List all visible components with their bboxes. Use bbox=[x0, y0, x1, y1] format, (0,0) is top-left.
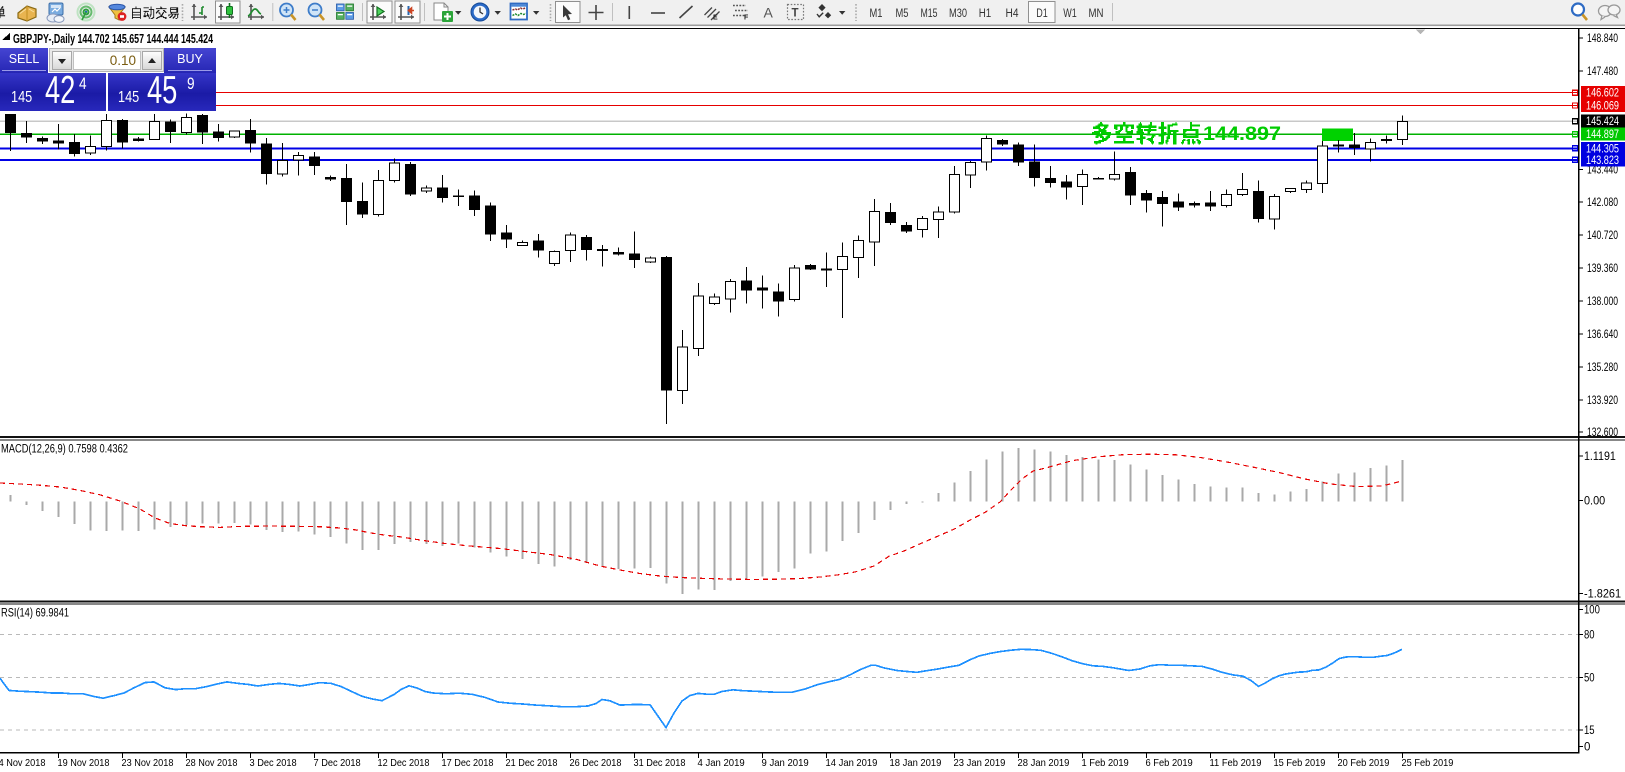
svg-text:9 Jan 2019: 9 Jan 2019 bbox=[762, 757, 809, 769]
svg-text:146.602: 146.602 bbox=[1586, 88, 1619, 100]
svg-text:142.080: 142.080 bbox=[1587, 197, 1618, 209]
svg-text:146.069: 146.069 bbox=[1586, 101, 1619, 113]
svg-text:H4: H4 bbox=[1006, 8, 1020, 20]
svg-text:18 Jan 2019: 18 Jan 2019 bbox=[890, 757, 942, 769]
svg-text:1.1191: 1.1191 bbox=[1584, 451, 1616, 463]
svg-text:148.840: 148.840 bbox=[1587, 33, 1618, 45]
svg-text:H1: H1 bbox=[979, 8, 992, 20]
svg-text:11 Feb 2019: 11 Feb 2019 bbox=[1210, 757, 1262, 769]
svg-text:144.305: 144.305 bbox=[1586, 143, 1619, 155]
svg-text:E: E bbox=[713, 15, 718, 22]
svg-text:20 Feb 2019: 20 Feb 2019 bbox=[1338, 757, 1390, 769]
svg-text:143.440: 143.440 bbox=[1587, 164, 1618, 176]
svg-text:132.600: 132.600 bbox=[1587, 427, 1618, 439]
svg-text:M15: M15 bbox=[921, 8, 938, 20]
svg-text:D1: D1 bbox=[1036, 8, 1048, 20]
svg-text:MACD(12,26,9) 0.7598 0.4362: MACD(12,26,9) 0.7598 0.4362 bbox=[1, 444, 128, 456]
svg-text:147.480: 147.480 bbox=[1587, 66, 1618, 78]
svg-text:138.000: 138.000 bbox=[1587, 296, 1618, 308]
svg-text:17 Dec 2018: 17 Dec 2018 bbox=[442, 757, 494, 769]
svg-text:28 Jan 2019: 28 Jan 2019 bbox=[1018, 757, 1070, 769]
svg-text:50: 50 bbox=[1584, 673, 1595, 685]
svg-text:139.360: 139.360 bbox=[1587, 263, 1618, 275]
svg-text:31 Dec 2018: 31 Dec 2018 bbox=[634, 757, 686, 769]
svg-text:145.424: 145.424 bbox=[1586, 116, 1619, 128]
svg-text:23 Nov 2018: 23 Nov 2018 bbox=[122, 757, 174, 769]
svg-text:F: F bbox=[744, 15, 749, 22]
svg-text:W1: W1 bbox=[1063, 8, 1077, 20]
svg-text:136.640: 136.640 bbox=[1587, 329, 1618, 341]
svg-text:M30: M30 bbox=[949, 8, 967, 20]
svg-text:140.720: 140.720 bbox=[1587, 230, 1618, 242]
svg-text:A: A bbox=[764, 5, 774, 21]
svg-text:25 Feb 2019: 25 Feb 2019 bbox=[1402, 757, 1454, 769]
svg-text:144.897: 144.897 bbox=[1203, 123, 1281, 145]
svg-text:GBPJPY-,Daily 144.702 145.657: GBPJPY-,Daily 144.702 145.657 144.444 14… bbox=[13, 32, 213, 46]
svg-text:23 Jan 2019: 23 Jan 2019 bbox=[954, 757, 1006, 769]
svg-text:M1: M1 bbox=[870, 8, 883, 20]
svg-text:12 Dec 2018: 12 Dec 2018 bbox=[378, 757, 430, 769]
svg-text:RSI(14) 69.9841: RSI(14) 69.9841 bbox=[1, 608, 69, 620]
svg-text:0: 0 bbox=[1584, 742, 1590, 754]
svg-text:0.00: 0.00 bbox=[1584, 496, 1605, 508]
svg-text:80: 80 bbox=[1584, 629, 1595, 641]
svg-text:-1.8261: -1.8261 bbox=[1584, 588, 1621, 600]
svg-text:15: 15 bbox=[1584, 725, 1595, 737]
svg-text:M5: M5 bbox=[896, 8, 909, 20]
svg-text:T: T bbox=[792, 8, 799, 20]
svg-text:14 Jan 2019: 14 Jan 2019 bbox=[826, 757, 878, 769]
svg-text:135.280: 135.280 bbox=[1587, 362, 1618, 374]
svg-text:21 Dec 2018: 21 Dec 2018 bbox=[506, 757, 558, 769]
svg-text:144.897: 144.897 bbox=[1586, 129, 1619, 141]
svg-text:4 Jan 2019: 4 Jan 2019 bbox=[698, 757, 745, 769]
svg-text:143.823: 143.823 bbox=[1586, 155, 1619, 167]
svg-text:14 Nov 2018: 14 Nov 2018 bbox=[0, 757, 46, 769]
svg-text:100: 100 bbox=[1584, 604, 1600, 616]
svg-text:3 Dec 2018: 3 Dec 2018 bbox=[250, 757, 297, 769]
svg-text:26 Dec 2018: 26 Dec 2018 bbox=[570, 757, 622, 769]
svg-text:133.920: 133.920 bbox=[1587, 395, 1618, 407]
svg-text:15 Feb 2019: 15 Feb 2019 bbox=[1274, 757, 1326, 769]
svg-text:7 Dec 2018: 7 Dec 2018 bbox=[314, 757, 361, 769]
svg-text:19 Nov 2018: 19 Nov 2018 bbox=[58, 757, 110, 769]
svg-text:MN: MN bbox=[1089, 8, 1104, 20]
svg-text:28 Nov 2018: 28 Nov 2018 bbox=[186, 757, 238, 769]
svg-text:6 Feb 2019: 6 Feb 2019 bbox=[1146, 757, 1193, 769]
svg-text:1 Feb 2019: 1 Feb 2019 bbox=[1082, 757, 1129, 769]
